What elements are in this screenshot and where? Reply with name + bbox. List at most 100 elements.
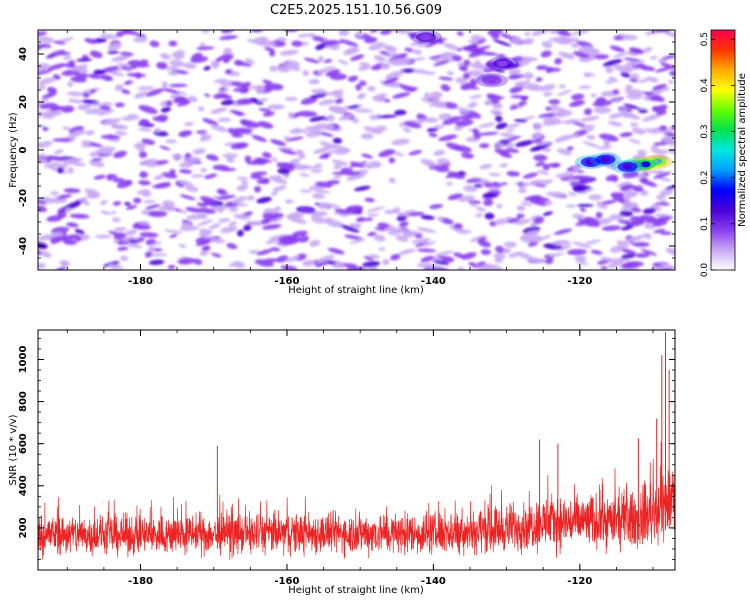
spectrogram-cell xyxy=(201,245,211,252)
spectrogram-cell xyxy=(620,72,631,78)
spectrogram-cell xyxy=(478,265,493,270)
spectrogram-cell xyxy=(340,224,360,233)
spectrogram-cell xyxy=(607,260,623,269)
spectrogram-cell xyxy=(298,235,310,243)
spectrogram-feature xyxy=(487,77,497,84)
spectrogram-cell xyxy=(315,123,335,130)
spectrogram-cell xyxy=(256,178,269,185)
spectrogram-cell xyxy=(237,143,247,148)
spectrogram-cell xyxy=(568,100,586,107)
spectrogram-cell xyxy=(178,161,194,168)
spectrogram-cell xyxy=(319,152,332,159)
spectrogram-cell xyxy=(425,262,432,268)
spectrogram-cell xyxy=(154,127,161,133)
spectrogram-cell xyxy=(433,124,445,130)
y-tick-label: 600 xyxy=(18,433,29,454)
spectrogram-cell xyxy=(139,171,148,179)
spectrogram-cell xyxy=(560,133,580,140)
spectrogram-cell xyxy=(42,112,55,120)
spectrogram-cell xyxy=(50,191,60,196)
spectrogram-cell xyxy=(273,206,282,212)
spectrogram-cell xyxy=(443,42,459,51)
spectrogram-cell xyxy=(420,214,435,220)
spectrogram-cell xyxy=(100,210,111,215)
spectrogram-cell xyxy=(501,33,512,39)
spectrogram-cell xyxy=(574,175,594,181)
spectrogram-cell xyxy=(38,205,47,213)
spectrogram-cell xyxy=(139,59,149,66)
spectrogram-cell xyxy=(216,205,225,213)
spectrogram-cell xyxy=(489,67,496,72)
spectrogram-cell xyxy=(199,42,206,48)
spectrogram-cell xyxy=(229,110,246,116)
spectrogram-cell xyxy=(233,127,252,134)
spectrogram-cell xyxy=(583,216,600,225)
spectrogram-cell xyxy=(388,157,396,164)
spectrogram-cell xyxy=(412,57,426,61)
spectrogram-cell xyxy=(542,119,561,126)
spectrogram-cell xyxy=(212,164,230,171)
spectrogram-cell xyxy=(292,230,308,237)
spectrogram-cell xyxy=(467,40,479,44)
spectrogram-cell xyxy=(185,185,199,192)
spectrogram-cell xyxy=(494,218,508,225)
spectrogram-cell xyxy=(445,171,463,179)
spectrogram-cell xyxy=(240,180,249,185)
spectrogram-cell xyxy=(332,137,342,144)
spectrogram-cell xyxy=(578,188,595,194)
spectrogram-cell xyxy=(527,241,539,247)
spectrogram-cell xyxy=(317,88,327,93)
spectrogram-cell xyxy=(358,64,372,71)
spectrogram-cell xyxy=(556,30,569,35)
spectrogram-cell xyxy=(166,100,173,107)
spectrogram-cell xyxy=(521,230,540,239)
spectrogram-cell xyxy=(269,234,288,240)
spectrogram-cell xyxy=(226,156,235,163)
spectrogram-cell xyxy=(390,254,401,261)
snr-y-axis-label: SNR (10 * v/v) xyxy=(8,414,19,485)
spectrogram-cell xyxy=(267,104,285,110)
spectrogram-cell xyxy=(455,77,468,84)
spectrogram-cell xyxy=(256,40,276,47)
spectrogram-cell xyxy=(270,191,278,196)
spectrogram-cell xyxy=(171,154,183,159)
spectrogram-cell xyxy=(112,177,125,183)
spectrogram-cell xyxy=(516,205,526,212)
spectrogram-cell xyxy=(420,158,436,167)
spectrogram-cell xyxy=(236,184,249,192)
spectrogram-cell xyxy=(39,251,52,258)
spectrogram-cell xyxy=(373,234,386,242)
spectrogram-cell xyxy=(228,261,241,267)
spectrogram-cell xyxy=(200,167,207,173)
spectrogram-cell xyxy=(84,188,101,197)
spectrogram-cell xyxy=(368,42,386,51)
spectrogram-cell xyxy=(204,173,218,179)
spectrogram-cell xyxy=(620,253,636,259)
spectrogram-cell xyxy=(123,80,134,85)
spectrogram-cell xyxy=(467,101,478,109)
spectrogram-cell xyxy=(313,189,331,194)
spectrogram-cell xyxy=(435,250,454,256)
spectrogram-cell xyxy=(550,162,561,168)
spectrogram-cell xyxy=(480,249,491,256)
spectrogram-cell xyxy=(302,70,310,77)
spectrogram-cell xyxy=(491,33,500,40)
spectrogram-cell xyxy=(282,63,301,72)
spectrogram-cell xyxy=(625,84,633,90)
spectrogram-cell xyxy=(613,99,622,104)
spectrogram-cell xyxy=(630,122,639,127)
spectrogram-cell xyxy=(310,211,328,217)
spectrogram-cell xyxy=(312,35,324,42)
spectrogram-cell xyxy=(420,97,436,104)
spectrogram-cell xyxy=(618,259,626,263)
spectrogram-cell xyxy=(646,76,659,83)
spectrogram-cell xyxy=(272,185,287,192)
x-tick-label: -140 xyxy=(421,276,446,287)
spectrogram-cell xyxy=(236,229,244,237)
spectrogram-cell xyxy=(91,158,103,162)
spectrogram-cell xyxy=(67,60,76,67)
spectrogram-cell xyxy=(613,52,628,58)
spectrogram-cell xyxy=(83,201,90,206)
spectrogram-cell xyxy=(213,93,227,99)
spectrogram-cell xyxy=(588,194,603,201)
